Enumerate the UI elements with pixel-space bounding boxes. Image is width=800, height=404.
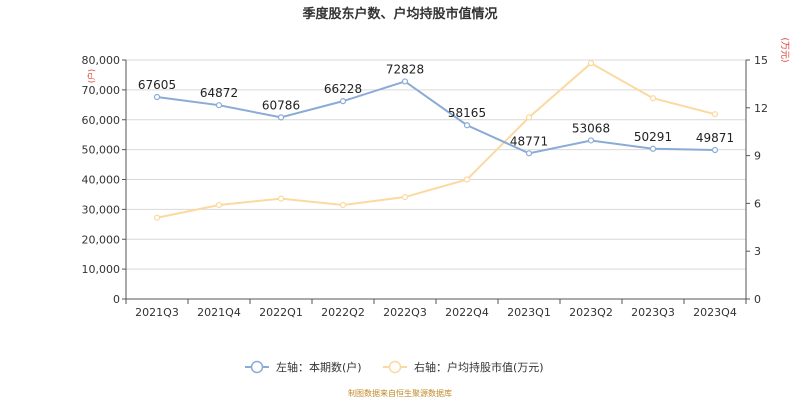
data-point-market-value[interactable] — [153, 214, 161, 221]
left-tick-label: 80,000 — [82, 54, 121, 67]
data-point-market-value[interactable] — [401, 193, 409, 201]
legend-label-market-value: 右轴：户均持股市值(万元) — [414, 360, 544, 374]
left-axis-ticks: 0 10,000 20,000 30,000 40,000 50,000 60,000 70,… — [82, 54, 126, 306]
legend[interactable]: 左轴：本期数(户) 右轴：户均持股市值(万元) — [245, 360, 544, 374]
data-point-households[interactable] — [711, 146, 719, 154]
right-tick-label: 15 — [754, 54, 768, 67]
left-tick-label: 50,000 — [82, 144, 121, 157]
legend-marker-households — [250, 360, 264, 374]
x-tick-label: 2023Q3 — [631, 306, 675, 319]
series-line-households — [156, 80, 716, 155]
data-label-households: 53068 — [572, 121, 610, 135]
x-tick-label: 2021Q4 — [197, 306, 241, 319]
left-axis-unit: (户) — [86, 69, 96, 83]
right-tick-label: 6 — [754, 197, 761, 210]
series-line-market-value — [156, 61, 716, 219]
legend-marker-market-value — [388, 360, 402, 374]
data-point-households[interactable] — [587, 137, 595, 144]
data-label-households: 66228 — [324, 82, 362, 96]
data-label-households: 72828 — [386, 62, 424, 76]
x-tick-label: 2022Q1 — [259, 306, 303, 319]
legend-label-households: 左轴：本期数(户) — [276, 360, 362, 374]
x-tick-label: 2021Q3 — [135, 306, 179, 319]
right-tick-label: 0 — [754, 293, 761, 306]
data-point-market-value[interactable] — [587, 60, 595, 67]
data-point-households[interactable] — [215, 102, 223, 109]
data-point-households[interactable] — [463, 122, 471, 129]
data-label-households: 64872 — [200, 86, 238, 100]
data-point-households[interactable] — [525, 150, 533, 157]
data-point-market-value[interactable] — [525, 114, 533, 121]
data-point-households[interactable] — [153, 93, 161, 101]
right-tick-label: 3 — [754, 245, 761, 258]
left-tick-label: 10,000 — [82, 263, 121, 276]
left-tick-label: 60,000 — [82, 114, 121, 127]
x-tick-label: 2023Q1 — [507, 306, 551, 319]
x-tick-label: 2023Q4 — [693, 306, 737, 319]
left-tick-label: 30,000 — [82, 203, 121, 216]
data-point-households[interactable] — [339, 98, 347, 105]
left-tick-label: 70,000 — [82, 84, 121, 97]
data-point-households[interactable] — [649, 145, 657, 152]
left-tick-label: 40,000 — [82, 174, 121, 187]
x-tick-label: 2022Q2 — [321, 306, 365, 319]
data-label-households: 58165 — [448, 106, 486, 120]
right-tick-label: 9 — [754, 150, 761, 163]
data-point-market-value[interactable] — [463, 176, 471, 183]
source-note: 制图数据来自恒生聚源数据库 — [348, 388, 452, 398]
data-point-market-value[interactable] — [277, 195, 285, 202]
series-layer: 67605 64872 60786 66228 72828 58165 48771 53068… — [138, 60, 734, 221]
data-point-market-value[interactable] — [215, 201, 223, 209]
legend-item-households[interactable]: 左轴：本期数(户) — [245, 360, 362, 374]
right-axis-unit: (万元) — [779, 37, 789, 62]
data-label-households: 48771 — [510, 134, 548, 148]
data-point-market-value[interactable] — [339, 201, 347, 209]
right-tick-label: 12 — [754, 102, 768, 115]
x-tick-label: 2022Q4 — [445, 306, 489, 319]
left-tick-label: 20,000 — [82, 233, 121, 246]
data-point-households[interactable] — [277, 114, 285, 121]
x-tick-label: 2023Q2 — [569, 306, 613, 319]
data-label-households: 67605 — [138, 78, 176, 92]
left-tick-label: 0 — [113, 293, 120, 306]
data-label-households: 60786 — [262, 98, 300, 112]
data-label-households: 50291 — [634, 130, 672, 144]
x-tick-label: 2022Q3 — [383, 306, 427, 319]
data-point-market-value[interactable] — [711, 111, 719, 118]
legend-item-market-value[interactable]: 右轴：户均持股市值(万元) — [383, 360, 544, 374]
chart-title: 季度股东户数、户均持股市值情况 — [301, 6, 497, 22]
data-label-households: 49871 — [696, 131, 734, 145]
x-axis-ticks: 2021Q3 2021Q4 2022Q1 2022Q2 2022Q3 2022Q4 2023… — [125, 299, 747, 319]
right-axis-ticks: 0 3 6 9 12 15 — [746, 54, 768, 306]
data-point-market-value[interactable] — [649, 95, 657, 102]
grid-lines — [126, 59, 746, 270]
data-point-households[interactable] — [401, 78, 409, 85]
